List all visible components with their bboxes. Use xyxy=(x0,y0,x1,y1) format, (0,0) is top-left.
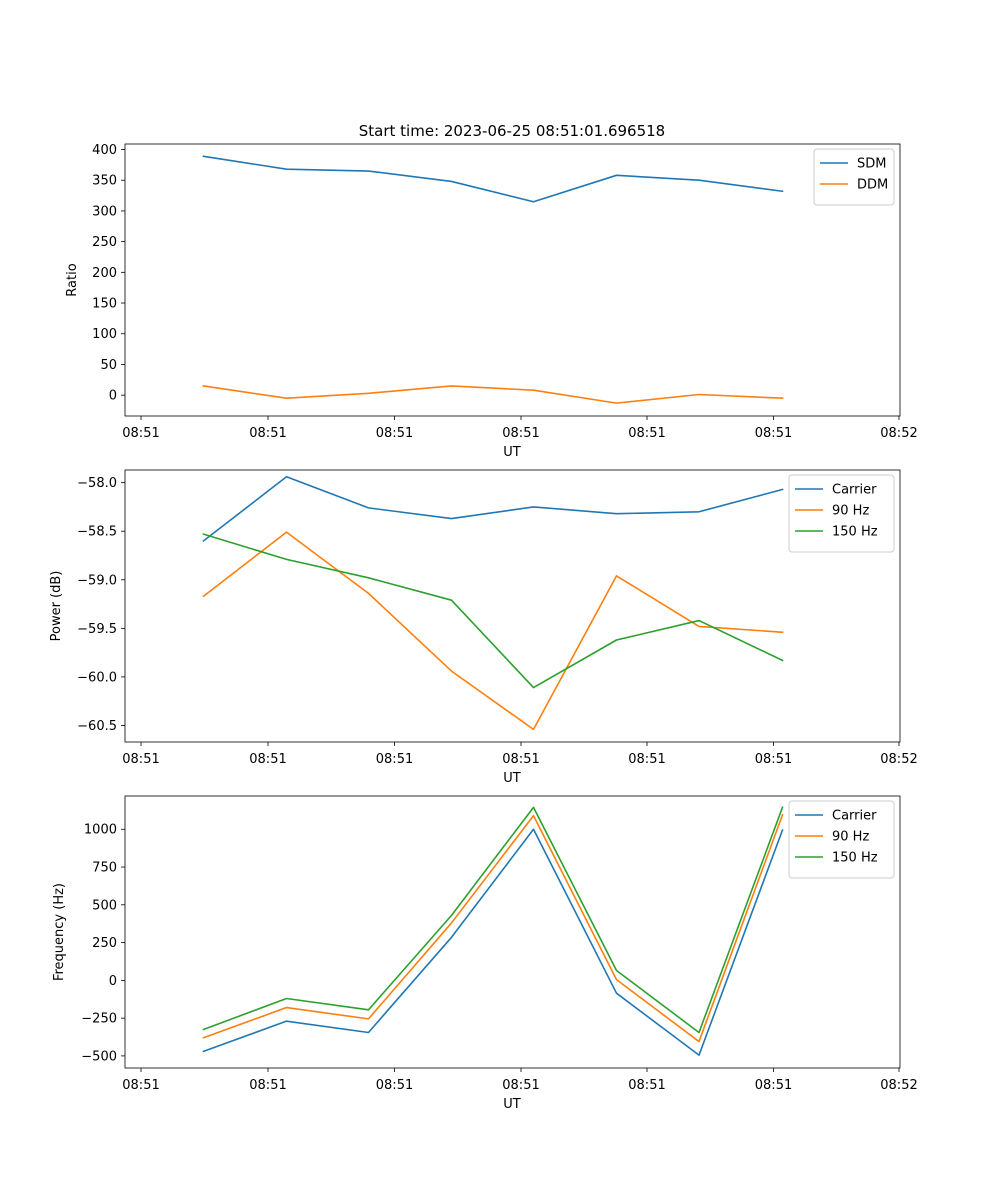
legend-label: 150 Hz xyxy=(832,851,878,866)
axes-frame xyxy=(124,143,901,417)
panel-2: 08:51 08:51 08:51 08:51 08:51 08:51 08:52 UT −60… xyxy=(49,469,918,786)
x-tick-label: 08:51 xyxy=(502,426,539,441)
y-tick-label: 0 xyxy=(109,389,117,404)
legend-label: 90 Hz xyxy=(832,830,869,845)
y-tick-label: −58.5 xyxy=(77,525,117,540)
series-line-90-hz xyxy=(202,813,784,1043)
series-line-ddm xyxy=(202,385,784,404)
y-tick-label: −60.5 xyxy=(77,719,117,734)
y-tick-label: 0 xyxy=(109,974,117,989)
x-tick-label: 08:51 xyxy=(628,426,665,441)
y-tick-label: −59.5 xyxy=(77,622,117,637)
series-line-carrier xyxy=(202,475,784,543)
y-tick-label: 100 xyxy=(92,327,117,342)
x-tick-label: 08:51 xyxy=(376,1078,413,1093)
y-axis-label: Ratio xyxy=(65,263,80,296)
x-axis-label: UT xyxy=(503,1097,521,1112)
legend-label: DDM xyxy=(857,178,888,193)
x-tick-label: 08:51 xyxy=(628,752,665,767)
panel-3: 08:51 08:51 08:51 08:51 08:51 08:51 08:52 UT −50… xyxy=(52,795,918,1112)
x-tick-label: 08:51 xyxy=(376,426,413,441)
figure-title: Start time: 2023-06-25 08:51:01.696518 xyxy=(359,122,665,140)
panel-1: 08:51 08:51 08:51 08:51 08:51 08:51 08:52 UT 0 50… xyxy=(65,143,918,460)
legend-box xyxy=(788,474,895,553)
y-tick-label: 750 xyxy=(92,861,117,876)
legend-label: Carrier xyxy=(832,809,877,824)
series-line-carrier xyxy=(202,828,784,1056)
x-tick-label: 08:51 xyxy=(249,426,286,441)
y-tick-label: 150 xyxy=(92,297,117,312)
series-line-90-hz xyxy=(202,531,784,731)
y-tick-label: −58.0 xyxy=(77,476,117,491)
x-tick-label: 08:52 xyxy=(880,426,917,441)
x-tick-label: 08:52 xyxy=(880,752,917,767)
x-axis-label: UT xyxy=(503,771,521,786)
y-axis-label: Power (dB) xyxy=(49,571,64,642)
y-tick-label: 250 xyxy=(92,235,117,250)
legend-label: SDM xyxy=(857,157,886,172)
x-axis-label: UT xyxy=(503,445,521,460)
legend-label: 90 Hz xyxy=(832,504,869,519)
series-line-150-hz xyxy=(202,533,784,689)
x-tick-label: 08:51 xyxy=(755,426,792,441)
x-tick-label: 08:51 xyxy=(755,1078,792,1093)
x-tick-label: 08:51 xyxy=(628,1078,665,1093)
legend-label: Carrier xyxy=(832,483,877,498)
x-tick-label: 08:51 xyxy=(376,752,413,767)
y-tick-label: 400 xyxy=(92,143,117,158)
legend: Carrier 90 Hz 150 Hz xyxy=(788,800,895,879)
y-tick-label: −500 xyxy=(81,1049,117,1064)
y-tick-label: 350 xyxy=(92,174,117,189)
y-tick-label: 500 xyxy=(92,898,117,913)
y-tick-label: 300 xyxy=(92,204,117,219)
panels: 08:51 08:51 08:51 08:51 08:51 08:51 08:52 UT 0 50… xyxy=(49,143,918,1112)
legend-label: 150 Hz xyxy=(832,525,878,540)
legend-box xyxy=(788,800,895,879)
y-tick-label: 250 xyxy=(92,936,117,951)
x-tick-label: 08:51 xyxy=(502,752,539,767)
series-line-150-hz xyxy=(202,806,784,1034)
x-tick-label: 08:51 xyxy=(755,752,792,767)
x-tick-label: 08:51 xyxy=(502,1078,539,1093)
y-tick-label: 1000 xyxy=(84,823,117,838)
x-tick-label: 08:52 xyxy=(880,1078,917,1093)
y-tick-label: −250 xyxy=(81,1012,117,1027)
y-axis-label: Frequency (Hz) xyxy=(52,883,67,981)
x-tick-label: 08:51 xyxy=(249,1078,286,1093)
x-tick-label: 08:51 xyxy=(249,752,286,767)
legend: SDM DDM xyxy=(813,148,895,206)
series-line-sdm xyxy=(202,155,784,203)
y-tick-label: 50 xyxy=(100,358,117,373)
axes-frame xyxy=(124,795,901,1069)
y-tick-label: −59.0 xyxy=(77,573,117,588)
x-tick-label: 08:51 xyxy=(122,752,159,767)
x-tick-label: 08:51 xyxy=(122,426,159,441)
legend: Carrier 90 Hz 150 Hz xyxy=(788,474,895,553)
axes-frame xyxy=(124,469,901,743)
y-tick-label: 200 xyxy=(92,266,117,281)
y-tick-label: −60.0 xyxy=(77,670,117,685)
x-tick-label: 08:51 xyxy=(122,1078,159,1093)
